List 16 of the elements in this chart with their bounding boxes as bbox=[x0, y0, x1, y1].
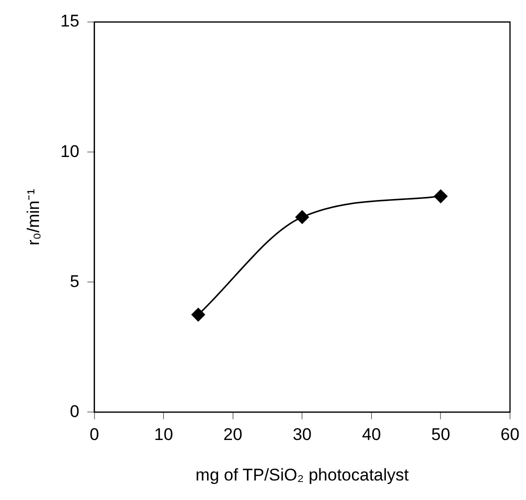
x-axis-title: mg of TP/SiO₂ photocatalyst bbox=[196, 465, 410, 484]
x-tick-label: 10 bbox=[154, 425, 174, 444]
y-axis-title: r₀/min⁻¹ bbox=[24, 188, 43, 246]
y-tick-label: 0 bbox=[70, 402, 80, 421]
point bbox=[191, 308, 205, 322]
x-tick-label: 20 bbox=[223, 425, 242, 444]
y-tick-label: 5 bbox=[70, 272, 80, 291]
y-tick-label: 10 bbox=[60, 142, 80, 161]
x-tick-label: 40 bbox=[362, 425, 381, 444]
point bbox=[434, 190, 448, 204]
x-tick-label: 60 bbox=[500, 425, 520, 444]
x-tick-label: 30 bbox=[292, 425, 312, 444]
x-tick-label: 50 bbox=[431, 425, 450, 444]
point bbox=[295, 210, 309, 224]
y-tick-label: 15 bbox=[60, 12, 80, 31]
x-tick-label: 0 bbox=[90, 425, 100, 444]
